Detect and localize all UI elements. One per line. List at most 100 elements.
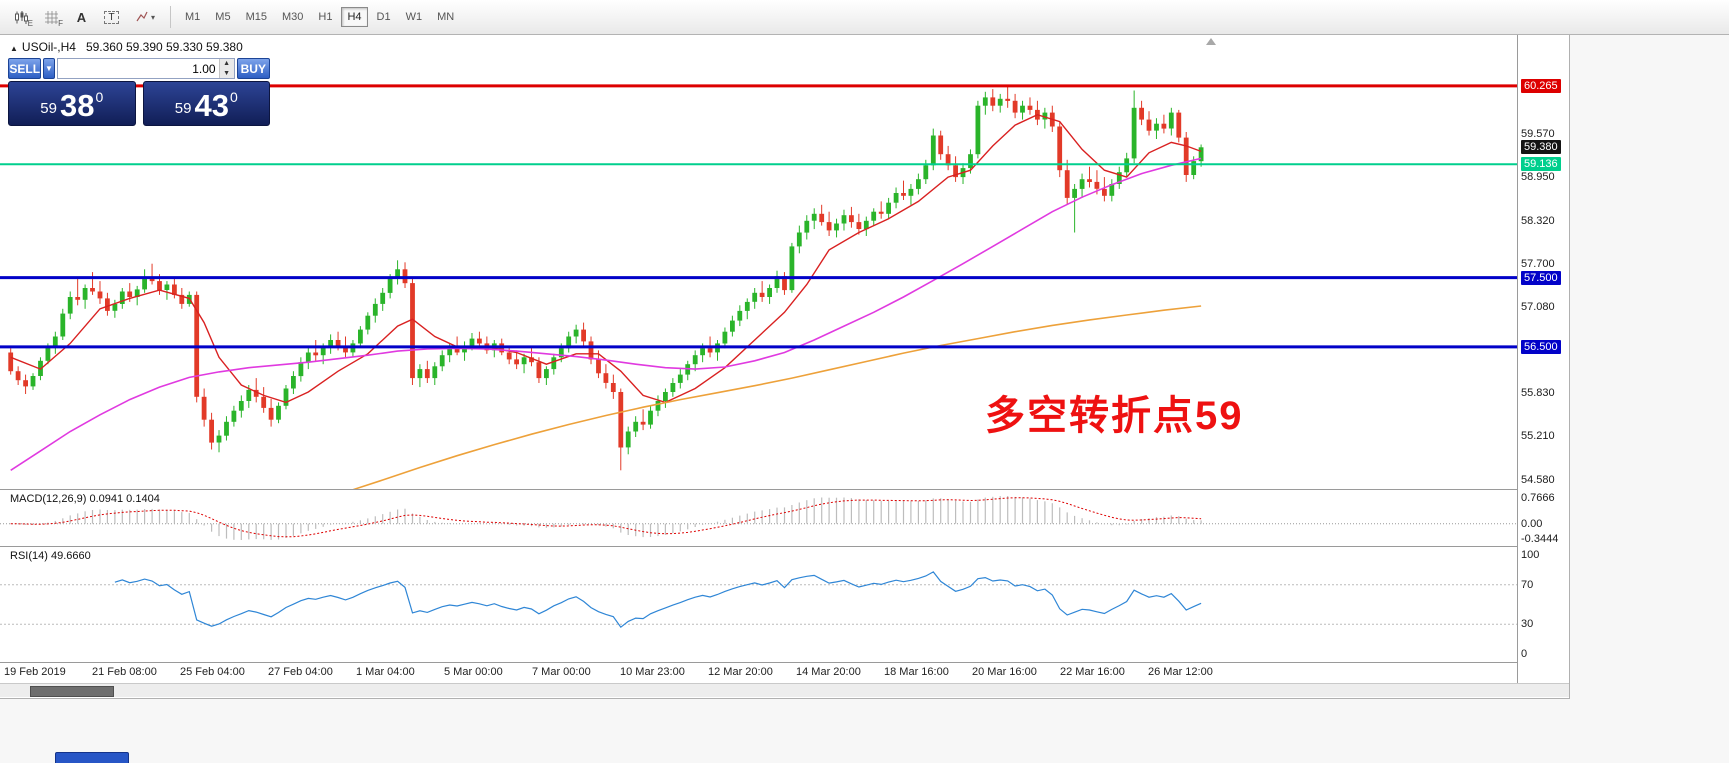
volume-spinner: ▲ ▼ (218, 59, 234, 78)
time-axis-label: 21 Feb 08:00 (92, 666, 157, 678)
volume-decrease-button[interactable]: ▼ (219, 68, 234, 78)
rsi-svg[interactable] (0, 547, 1517, 662)
sell-price-whole: 59 (40, 100, 57, 117)
sell-button[interactable]: SELL (8, 58, 42, 79)
chart-window: ▲ USOil-,H4 59.360 59.390 59.330 59.380 SE… (0, 35, 1570, 699)
timeframe-button-m15[interactable]: M15 (245, 11, 267, 23)
axis-tick-label: 58.320 (1521, 214, 1555, 227)
time-axis-label: 5 Mar 00:00 (444, 666, 503, 678)
minimized-window-titlebar[interactable] (55, 752, 129, 763)
time-axis-label: 19 Feb 2019 (4, 666, 66, 678)
pane-separator[interactable] (0, 546, 1569, 547)
text-label-tool-icon[interactable]: T (98, 5, 125, 29)
rsi-pane[interactable]: RSI(14) 49.6660 (0, 547, 1517, 662)
sell-price-pipette: 0 (95, 89, 104, 105)
timeframe-button-d1[interactable]: D1 (376, 11, 391, 23)
timeframe-button-m1[interactable]: M1 (185, 11, 201, 23)
text-label-glyph: T (104, 10, 119, 24)
time-axis-label: 25 Feb 04:00 (180, 666, 245, 678)
volume-field: ▲ ▼ (56, 58, 235, 79)
axis-tick-label: 70 (1521, 578, 1534, 591)
buy-price-pips: 43 (194, 88, 229, 123)
drawing-tools-group: E F A T ▾ (8, 5, 162, 29)
tool-sub-label: F (58, 19, 63, 28)
time-axis-label: 27 Feb 04:00 (268, 666, 333, 678)
time-axis-label: 14 Mar 20:00 (796, 666, 861, 678)
price-label-badge: 59.380 (1521, 140, 1561, 155)
axis-tick-label: -0.3444 (1521, 533, 1559, 545)
workspace-empty-area (1570, 35, 1729, 763)
price-label-badge: 60.265 (1521, 78, 1561, 93)
sell-price-pips: 38 (59, 88, 95, 123)
shapes-dropdown-icon[interactable]: ▾ (128, 5, 162, 29)
time-axis-label: 12 Mar 20:00 (708, 666, 773, 678)
volume-input[interactable] (57, 59, 219, 78)
rsi-label: RSI(14) 49.6660 (10, 550, 91, 562)
timeframe-button-m30[interactable]: M30 (281, 11, 304, 23)
chevron-down-icon: ▾ (150, 12, 155, 22)
time-axis-label: 18 Mar 16:00 (884, 666, 949, 678)
axis-tick-label: 58.950 (1521, 171, 1555, 184)
axis-tick-label: 55.830 (1521, 387, 1555, 400)
axis-tick-label: 0.7666 (1521, 492, 1555, 504)
candles-glyph (15, 10, 28, 24)
timeframe-button-h1[interactable]: H1 (318, 11, 333, 23)
horizontal-scrollbar[interactable] (0, 683, 1569, 697)
axis-tick-label: 55.210 (1521, 430, 1555, 443)
text-tool-icon[interactable]: A (68, 5, 95, 29)
time-axis[interactable]: 19 Feb 2019 21 Feb 08:00 25 Feb 04:00 27 Fe… (0, 663, 1517, 683)
panel-collapse-icon[interactable]: ▲ (10, 44, 18, 53)
grid-glyph (45, 10, 58, 24)
price-label-badge: 57.500 (1521, 270, 1561, 285)
time-axis-label: 20 Mar 16:00 (972, 666, 1037, 678)
trade-prices-row: 59 38 0 59 43 0 (8, 81, 270, 126)
pane-separator[interactable] (0, 489, 1569, 490)
time-axis-label: 7 Mar 00:00 (532, 666, 591, 678)
chart-shift-marker-icon[interactable] (1206, 38, 1216, 45)
chevron-down-icon: ▼ (45, 64, 53, 73)
workspace: ▲ USOil-,H4 59.360 59.390 59.330 59.380 SE… (0, 35, 1729, 763)
timeframe-button-m5[interactable]: M5 (215, 11, 231, 23)
timeframe-button-mn[interactable]: MN (437, 11, 455, 23)
price-label-badge: 59.136 (1521, 157, 1561, 172)
buy-button[interactable]: BUY (236, 58, 270, 79)
axis-tick-label: 0 (1521, 648, 1528, 660)
candlestick-chart-tool-icon[interactable]: E (8, 5, 35, 29)
sell-price-display[interactable]: 59 38 0 (8, 81, 136, 126)
buy-price-pipette: 0 (229, 89, 238, 105)
zigzag-glyph (136, 11, 148, 22)
timeframe-button-w1[interactable]: W1 (405, 11, 423, 23)
grid-tool-icon[interactable]: F (38, 5, 65, 29)
volume-increase-button[interactable]: ▲ (219, 59, 234, 69)
one-click-trading-panel: SELL ▼ ▲ ▼ BUY 59 (8, 58, 270, 126)
price-chart-pane[interactable]: ▲ USOil-,H4 59.360 59.390 59.330 59.380 SE… (0, 35, 1517, 489)
price-axis[interactable]: 59.570 58.950 58.320 57.700 57.080 55.830 55.2… (1517, 35, 1569, 683)
main-toolbar: E F A T ▾ M1 M5 M15 M30 H1 H4 D1 W1 MN (0, 0, 1729, 35)
buy-price-display[interactable]: 59 43 0 (142, 81, 270, 126)
tool-sub-label: E (27, 19, 33, 28)
timeframe-button-h4[interactable]: H4 (341, 7, 368, 27)
pane-separator (0, 662, 1569, 663)
axis-tick-label: 54.580 (1521, 474, 1555, 486)
chart-annotation: 多空转折点59 (985, 394, 1244, 438)
chart-title: ▲ USOil-,H4 59.360 59.390 59.330 59.380 (10, 40, 243, 54)
timeframe-toolbar: M1 M5 M15 M30 H1 H4 D1 W1 MN (179, 7, 460, 27)
time-axis-label: 26 Mar 12:00 (1148, 666, 1213, 678)
axis-tick-label: 57.080 (1521, 300, 1555, 313)
axis-tick-label: 59.570 (1521, 128, 1555, 141)
buy-price-whole: 59 (174, 100, 192, 117)
axis-tick-label: 100 (1521, 549, 1540, 561)
text-tool-glyph: A (76, 9, 87, 25)
axis-tick-label: 0.00 (1521, 517, 1543, 530)
symbol-period-label: USOil-,H4 (21, 40, 76, 54)
scrollbar-thumb[interactable] (30, 686, 114, 697)
volume-dropdown-button[interactable]: ▼ (43, 58, 55, 79)
time-axis-label: 1 Mar 04:00 (356, 666, 415, 678)
macd-svg[interactable] (0, 490, 1517, 546)
toolbar-separator (170, 6, 171, 28)
time-axis-label: 10 Mar 23:00 (620, 666, 685, 678)
macd-pane[interactable]: MACD(12,26,9) 0.0941 0.1404 (0, 490, 1517, 546)
time-axis-label: 22 Mar 16:00 (1060, 666, 1125, 678)
price-label-badge: 56.500 (1521, 339, 1561, 354)
